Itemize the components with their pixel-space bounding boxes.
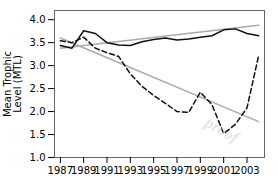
svg-text:2.5: 2.5: [30, 83, 46, 94]
svg-text:1989: 1989: [71, 165, 96, 176]
svg-text:3.0: 3.0: [30, 60, 46, 71]
svg-text:1.5: 1.5: [30, 129, 46, 140]
svg-text:2001: 2001: [211, 165, 236, 176]
svg-text:1997: 1997: [164, 165, 189, 176]
svg-text:1.0: 1.0: [30, 152, 46, 163]
svg-text:proof: proof: [200, 113, 243, 148]
svg-text:1995: 1995: [141, 165, 166, 176]
svg-text:3.5: 3.5: [30, 37, 46, 48]
svg-text:2.0: 2.0: [30, 106, 46, 117]
svg-text:1991: 1991: [94, 165, 119, 176]
svg-text:1999: 1999: [188, 165, 213, 176]
svg-text:Mean TrophicLevel (MTL): Mean TrophicLevel (MTL): [2, 51, 23, 117]
svg-text:2003: 2003: [234, 165, 259, 176]
svg-text:1993: 1993: [118, 165, 143, 176]
svg-text:4.0: 4.0: [30, 14, 46, 25]
svg-text:1987: 1987: [48, 165, 73, 176]
